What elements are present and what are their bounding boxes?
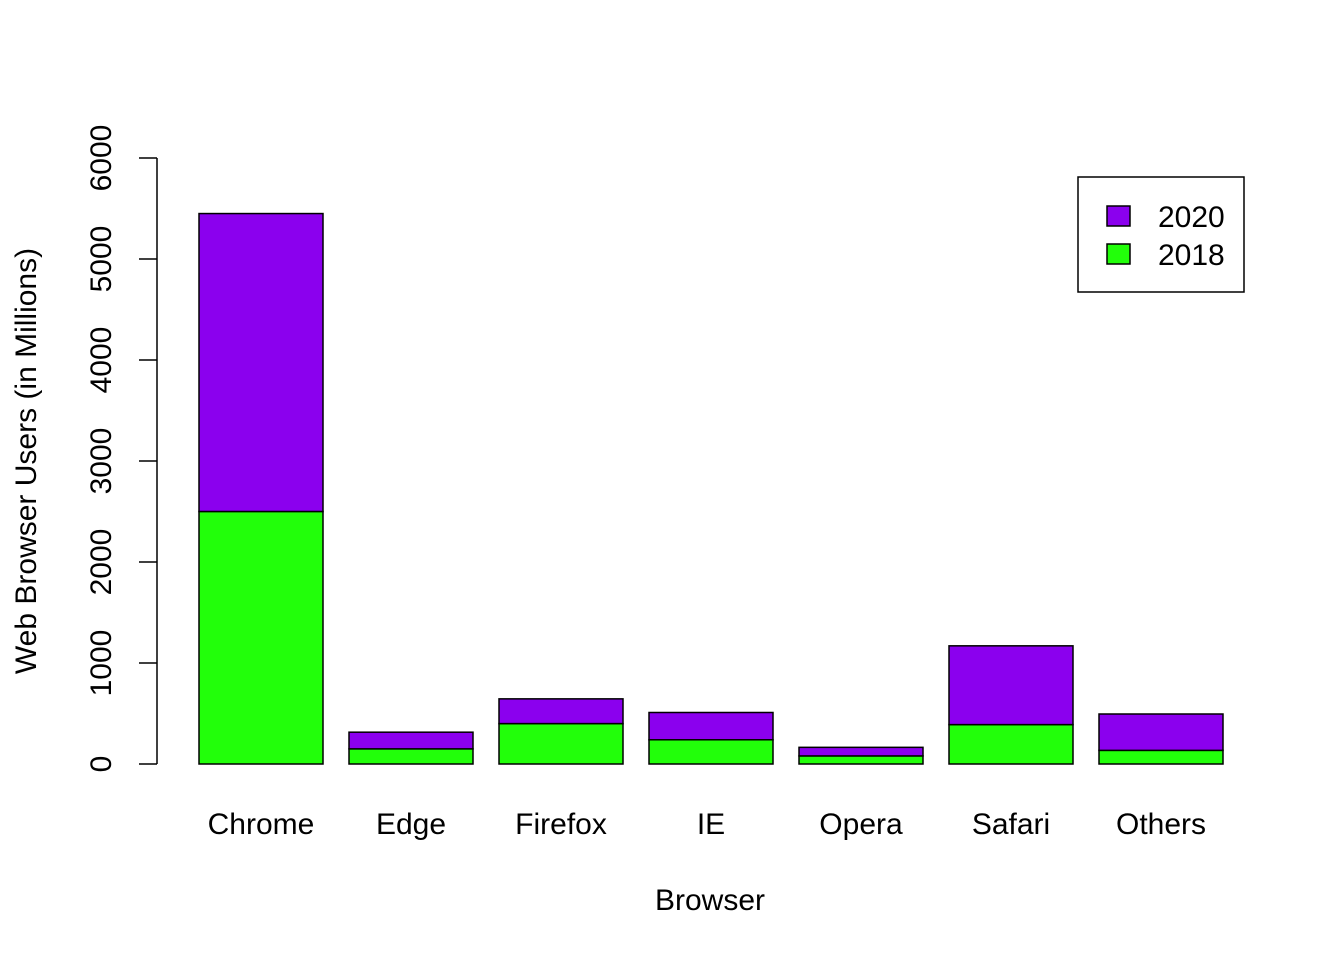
bar-safari-2018 <box>948 723 1074 765</box>
x-axis-title: Browser <box>655 884 765 917</box>
x-tick-label: Safari <box>972 808 1050 841</box>
x-tick-label: Others <box>1116 808 1206 841</box>
legend-swatch-2018 <box>1106 243 1131 265</box>
bars <box>198 212 1224 765</box>
y-tick-label: 5000 <box>85 226 118 293</box>
y-tick-label: 6000 <box>85 125 118 192</box>
bar-edge-2020 <box>348 731 474 750</box>
bar-safari-2020 <box>948 645 1074 726</box>
legend-label-2020: 2020 <box>1158 201 1225 234</box>
bar-chrome-2020 <box>198 212 324 513</box>
y-tick-label: 1000 <box>85 630 118 697</box>
legend-swatch-2020 <box>1106 205 1131 227</box>
bar-ie-2018 <box>648 739 774 765</box>
bar-others-2020 <box>1098 713 1224 752</box>
y-tick-label: 4000 <box>85 327 118 394</box>
x-tick-label: Edge <box>376 808 446 841</box>
x-tick-label: Opera <box>819 808 903 841</box>
x-tick-label: IE <box>697 808 725 841</box>
bar-chrome-2018 <box>198 510 324 765</box>
legend-box <box>1077 176 1245 293</box>
x-axis-category-labels: Chrome Edge Firefox IE Opera Safari Others <box>208 808 1206 841</box>
x-tick-label: Chrome <box>208 808 315 841</box>
bar-ie-2020 <box>648 711 774 741</box>
y-axis: 0 1000 2000 3000 4000 5000 6000 <box>85 125 158 773</box>
bar-firefox-2020 <box>498 698 624 725</box>
y-tick-label: 2000 <box>85 529 118 596</box>
bar-edge-2018 <box>348 748 474 765</box>
y-axis-title: Web Browser Users (in Millions) <box>10 248 43 674</box>
x-tick-label: Firefox <box>515 808 607 841</box>
bar-firefox-2018 <box>498 722 624 765</box>
y-tick-label: 3000 <box>85 428 118 495</box>
bar-opera-2020 <box>798 746 924 757</box>
bar-others-2018 <box>1098 749 1224 765</box>
bar-opera-2018 <box>798 755 924 765</box>
legend-label-2018: 2018 <box>1158 239 1225 272</box>
y-tick-label: 0 <box>85 756 118 773</box>
legend: 2020 2018 <box>1077 176 1245 293</box>
